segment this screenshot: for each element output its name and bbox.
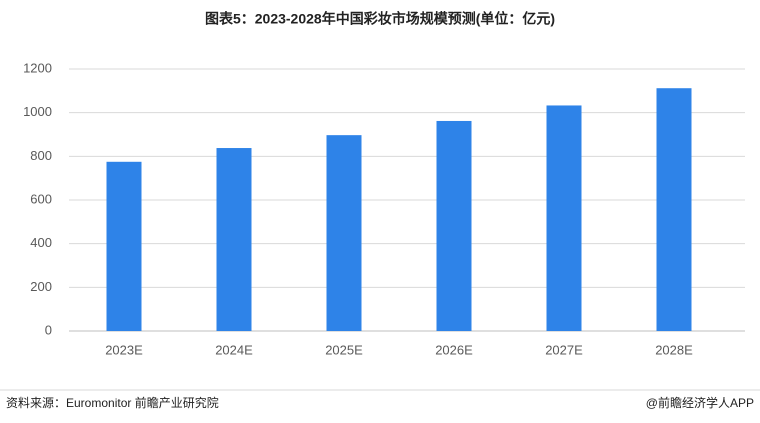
brand-note: @前瞻经济学人APP [646,395,754,410]
y-tick-label: 0 [45,322,52,337]
y-tick-label: 200 [30,279,52,294]
y-tick-label: 400 [30,235,52,250]
x-tick-label: 2024E [215,342,253,357]
x-tick-label: 2028E [655,342,693,357]
bar [326,135,362,331]
y-tick-label: 600 [30,191,52,206]
bar [436,120,472,331]
bar [106,161,142,331]
x-tick-label: 2023E [105,342,143,357]
y-tick-label: 1200 [23,60,52,75]
source-note: 资料来源：Euromonitor 前瞻产业研究院 [6,395,219,410]
x-tick-label: 2026E [435,342,473,357]
bar [546,105,582,331]
y-tick-label: 800 [30,148,52,163]
chart-title: 图表5：2023-2028年中国彩妆市场规模预测(单位：亿元) [205,11,555,27]
bar [656,88,692,331]
bar [216,148,252,331]
y-tick-label: 1000 [23,104,52,119]
x-tick-label: 2027E [545,342,583,357]
x-tick-label: 2025E [325,342,363,357]
